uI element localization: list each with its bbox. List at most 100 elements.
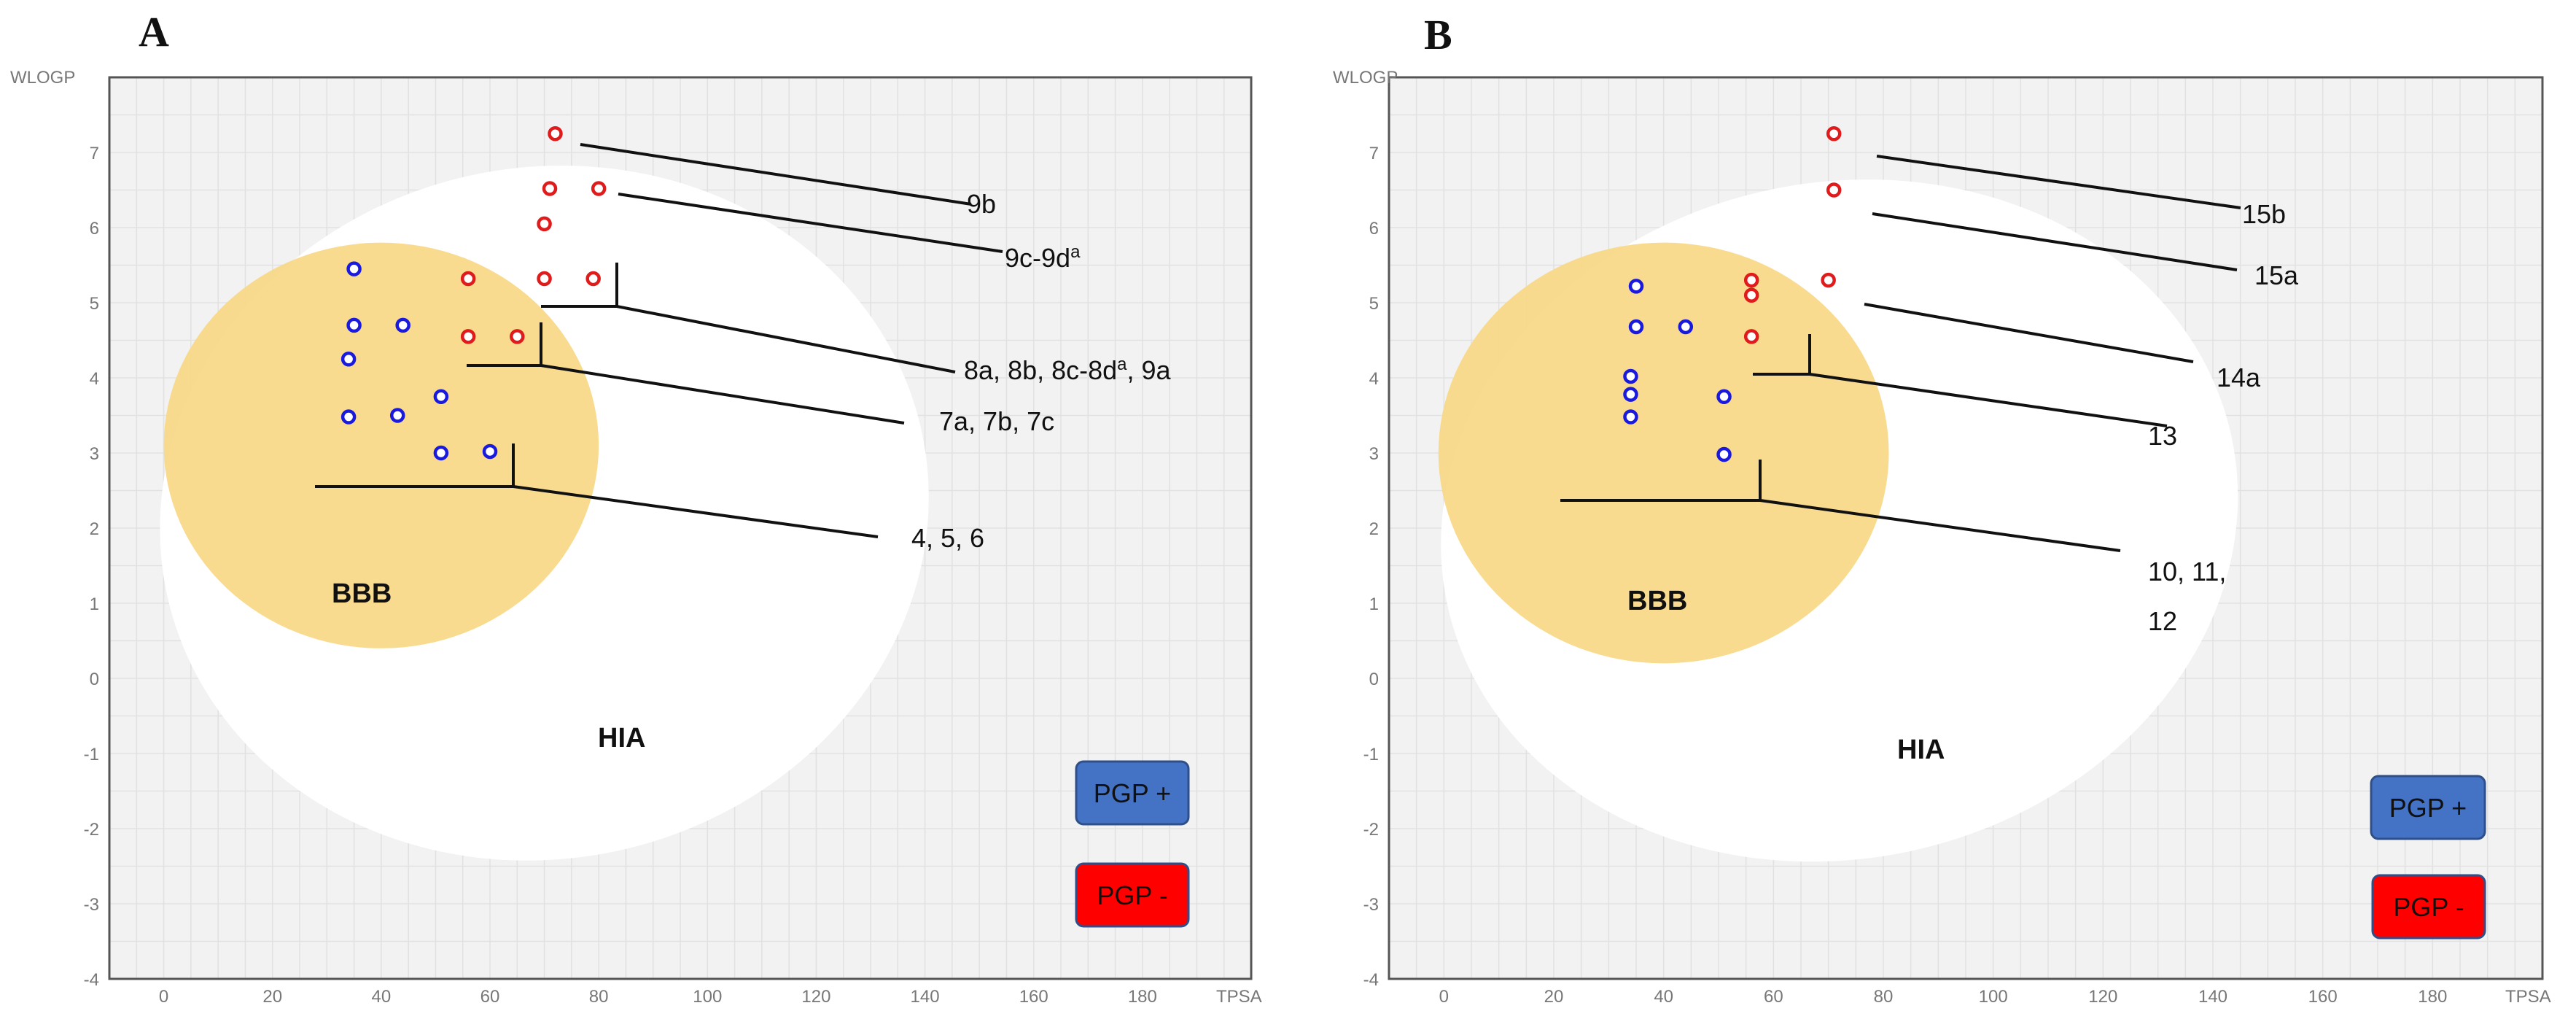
plot-frame [1388,76,2544,980]
x-tick-label: 60 [1764,987,1783,1007]
x-tick-label: 0 [1439,987,1449,1007]
x-tick-label: 160 [1019,987,1048,1007]
y-tick-label: 4 [1369,369,1379,389]
legend-pgp-positive-box [2370,775,2486,840]
callout-label: 15a [2254,260,2299,290]
callout-leader [1809,373,2168,427]
data-point [1743,287,1759,303]
y-tick-label: 1 [1369,594,1379,614]
data-point [395,317,410,333]
y-tick-label: 3 [90,444,99,464]
y-tick-label: -1 [84,745,99,764]
y-axis-label: WLOGP [10,68,75,88]
callout-line [1872,212,2238,271]
x-tick-label: 20 [1544,987,1564,1007]
y-tick-label: 2 [90,519,99,539]
y-tick-label: -4 [84,970,99,990]
y-tick-label: 7 [1369,144,1379,163]
callout-leader [1759,499,2121,552]
data-point [1623,368,1638,384]
region-bbb-ellipse [163,242,599,648]
legend-pgp-positive: PGP + [1075,760,1190,826]
panel-letter-a: A [139,8,169,55]
callout-label: 13 [2148,421,2177,451]
x-tick-label: 20 [262,987,282,1007]
data-point [346,317,362,333]
callout-label: 8a, 8b, 8c-8da, 9a [964,354,1172,386]
x-tick-label: 40 [372,987,392,1007]
data-point [460,329,476,344]
panel-letter-b: B [1424,11,1452,58]
x-tick-label: 180 [1128,987,1157,1007]
callout-label-line2: 12 [2148,606,2177,636]
y-tick-label: -4 [1363,970,1379,990]
callout-label: 4, 5, 6 [911,523,984,553]
x-axis-label: TPSA [1216,987,1262,1007]
bbb-label: BBB [1627,586,1687,616]
callout-label: 9b [967,189,996,219]
y-tick-label: 4 [90,369,99,389]
x-tick-label: 40 [1654,987,1673,1007]
callout-leader [513,485,879,538]
y-tick-label: -1 [1363,745,1379,764]
region-bbb-ellipse [1438,242,1889,664]
y-tick-label: 6 [1369,219,1379,239]
callout-line [1876,155,2241,209]
data-point [537,216,552,232]
chart-panel-a: 0 20 40 60 80 100 120 140 160 180 -4 -3 -2 -1 0 1 2 3 4 5 6 7… [10,68,1262,1007]
x-tick-label: 140 [911,987,940,1007]
x-tick-label: 180 [2418,987,2447,1007]
data-point [1623,409,1638,425]
data-point [1716,446,1732,462]
legend-pgp-positive-label: PGP + [1094,778,1171,808]
legend-pgp-negative-box [2371,874,2486,939]
y-tick-label: 2 [1369,519,1379,539]
series-pgp-positive [1623,279,1732,462]
legend-pgp-negative: PGP - [2371,874,2486,939]
data-point [1628,319,1644,335]
y-tick-label: 5 [1369,294,1379,314]
data-point [1628,279,1644,294]
data-point [548,126,563,142]
y-tick-label: 3 [1369,444,1379,464]
y-tick-label: 0 [90,670,99,689]
y-tick-label: -2 [84,820,99,840]
data-point [341,352,357,367]
callout-leader [616,305,956,373]
data-point [346,261,362,276]
bbb-label: BBB [332,578,392,609]
legend-pgp-positive-label: PGP + [2389,793,2467,823]
y-tick-label: 5 [90,294,99,314]
hia-label: HIA [1897,735,1945,765]
chart-panel-b: 0 20 40 60 80 100 120 140 160 180-4-3-2-101234567… [1333,68,2551,1007]
legend-pgp-positive-box [1075,760,1190,826]
x-tick-label: 80 [1874,987,1894,1007]
data-point [1826,126,1842,142]
regions [160,166,929,861]
data-point [460,271,476,287]
data-point [510,329,525,344]
y-axis-label: WLOGP [1333,68,1398,88]
data-point [1743,272,1759,288]
plot-frame [108,76,1253,980]
data-point [433,445,449,461]
legend-pgp-positive: PGP + [2370,775,2486,840]
data-point [341,409,357,425]
regions [1438,179,2238,862]
y-tick-label: -2 [1363,820,1379,840]
data-point [591,181,607,196]
x-tick-label: 100 [693,987,722,1007]
callout-leader [540,364,905,425]
y-tick-label: -3 [1363,895,1379,915]
legend-pgp-negative-box [1075,862,1190,928]
legend-pgp-negative: PGP - [1075,862,1190,928]
data-point [1716,389,1732,404]
data-point [537,271,552,287]
data-point [1826,182,1842,198]
callout-line [580,143,972,206]
y-tick-label: -3 [84,895,99,915]
callout-label: 9c-9da [1005,242,1081,274]
x-tick-label: 160 [2308,987,2338,1007]
legend-pgp-negative-label: PGP - [1097,880,1167,910]
